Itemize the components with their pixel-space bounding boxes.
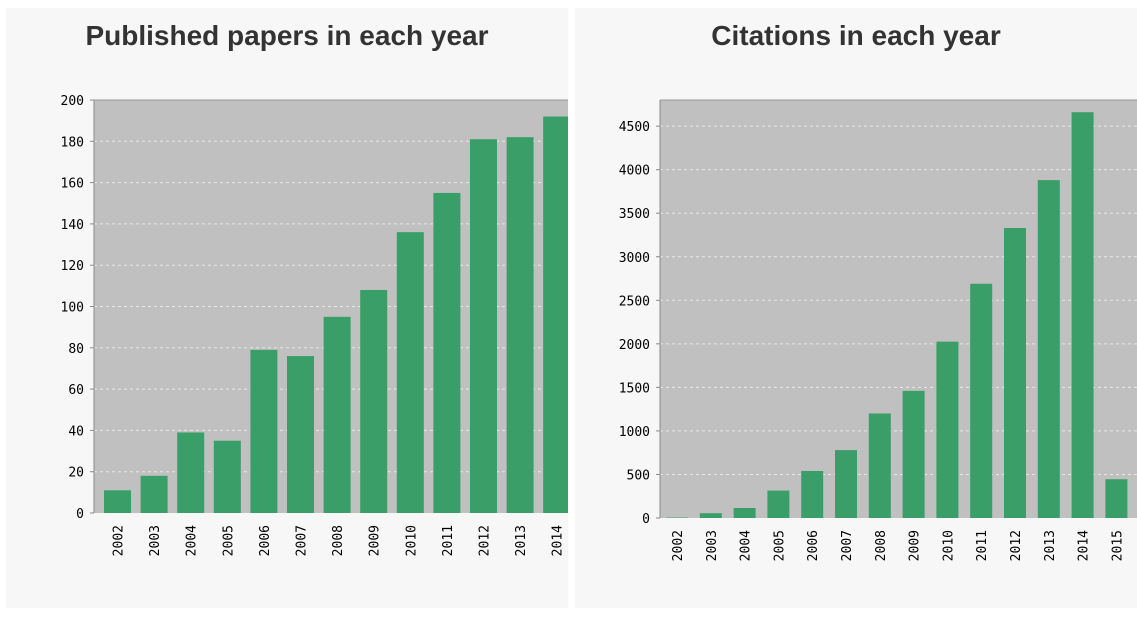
y-tick-label: 180: [61, 135, 84, 150]
x-tick-label: 2004: [739, 530, 754, 561]
y-tick-label: 1500: [619, 381, 650, 396]
papers-bar-2006: [250, 349, 278, 513]
x-tick-label: 2003: [705, 530, 720, 561]
citations-bar-2007: [835, 450, 857, 518]
x-tick-label: 2012: [478, 525, 493, 556]
y-tick-label: 80: [68, 342, 84, 357]
x-tick-label: 2012: [1009, 530, 1024, 561]
y-tick-label: 2500: [619, 294, 650, 309]
y-tick-label: 1000: [619, 425, 650, 440]
papers-chart-title: Published papers in each year: [85, 20, 489, 51]
citations-bar-2010: [936, 341, 959, 518]
plot-area: [660, 100, 1137, 518]
x-tick-label: 2002: [112, 525, 127, 556]
citations-chart: 0 500 1000 1500 2000 2500 3000 3500 4000 4500 2002…: [619, 99, 1137, 561]
x-tick-label: 2013: [514, 525, 529, 556]
papers-bar-2002: [104, 490, 131, 513]
citations-bar-2015: [1105, 479, 1128, 518]
y-tick-label: 200: [61, 94, 84, 109]
x-tick-label: 2003: [148, 525, 163, 556]
citations-bar-2009: [902, 390, 925, 518]
citations-bar-2014: [1071, 112, 1094, 519]
y-tick-label: 500: [627, 468, 650, 483]
y-tick-label: 120: [61, 259, 84, 274]
citations-bar-2008: [868, 413, 891, 518]
citations-bar-2013: [1037, 180, 1060, 518]
x-tick-label: 2014: [551, 525, 566, 556]
papers-bar-2013: [506, 137, 534, 514]
y-tick-label: 4500: [619, 120, 650, 135]
y-tick-label: 0: [642, 512, 650, 527]
citations-bar-2006: [801, 470, 824, 518]
papers-bar-2010: [396, 232, 424, 513]
x-tick-label: 2013: [1043, 530, 1058, 561]
x-tick-label: 2005: [772, 530, 787, 561]
citations-chart-title: Citations in each year: [711, 20, 1001, 51]
papers-bar-2003: [140, 475, 168, 513]
papers-bar-2005: [213, 440, 241, 513]
y-tick-label: 3000: [619, 251, 650, 266]
citations-bar-2011: [970, 283, 993, 518]
papers-bar-2011: [433, 192, 461, 514]
papers-bar-2014: [543, 116, 568, 514]
citations-bar-2003: [699, 513, 722, 518]
papers-chart: 0 20 40 60 80 100 120 140 160 180 200 2002 2003 2004 2…: [61, 94, 568, 556]
x-tick-label: 2015: [1110, 530, 1125, 561]
x-tick-label: 2007: [295, 525, 310, 556]
x-tick-label: 2005: [221, 525, 236, 556]
y-tick-label: 4000: [619, 164, 650, 179]
y-tick-label: 0: [76, 507, 84, 522]
y-tick-label: 20: [68, 466, 84, 481]
x-tick-label: 2014: [1077, 530, 1092, 561]
y-tick-label: 140: [61, 218, 84, 233]
x-tick-label: 2011: [975, 530, 990, 561]
x-tick-label: 2009: [908, 530, 923, 561]
y-tick-label: 100: [61, 301, 84, 316]
papers-bar-2012: [470, 139, 497, 514]
y-tick-label: 2000: [619, 338, 650, 353]
x-tick-label: 2008: [874, 530, 889, 561]
citations-bar-2004: [733, 507, 756, 518]
citations-chart-panel: Citations in each year 0 500 1000 1500 2000 2…: [575, 8, 1137, 608]
x-tick-label: 2010: [941, 530, 956, 561]
x-tick-label: 2002: [671, 530, 686, 561]
papers-bar-2008: [323, 316, 351, 513]
y-tick-label: 60: [68, 383, 84, 398]
y-tick-label: 160: [61, 177, 84, 192]
x-tick-label: 2006: [258, 525, 273, 556]
x-tick-label: 2006: [806, 530, 821, 561]
citations-bar-2005: [767, 490, 790, 518]
papers-bar-2009: [360, 289, 388, 513]
x-tick-label: 2007: [840, 530, 855, 561]
x-tick-label: 2011: [441, 525, 456, 556]
x-tick-label: 2009: [368, 525, 383, 556]
x-tick-label: 2004: [185, 525, 200, 556]
citations-bar-2012: [1004, 228, 1026, 518]
papers-bar-2007: [287, 356, 314, 513]
y-tick-label: 3500: [619, 207, 650, 222]
papers-bar-2004: [177, 432, 205, 513]
x-tick-label: 2010: [404, 525, 419, 556]
papers-chart-panel: Published papers in each year 0 20 40 60 80 1…: [6, 8, 568, 608]
x-tick-label: 2008: [331, 525, 346, 556]
y-tick-label: 40: [68, 424, 84, 439]
